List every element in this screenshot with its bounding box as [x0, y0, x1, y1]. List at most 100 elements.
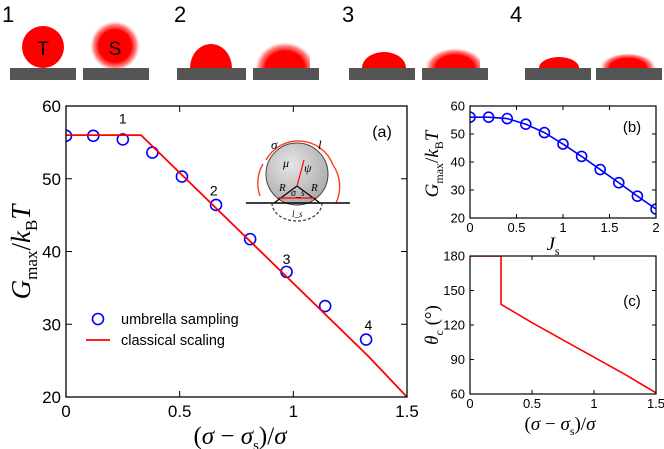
- tick-labels: 0 0.5 1 1.5 20 30 40 50 60 1 2 3 4: [42, 97, 419, 421]
- snapshot-3: 3: [342, 2, 488, 80]
- svg-text:(σ − σs)/σ: (σ − σs)/σ: [525, 414, 597, 438]
- data-point: [575, 150, 588, 163]
- panel-label: (a): [372, 124, 392, 141]
- inset-radius-right: [296, 185, 321, 204]
- point-annotation: 3: [283, 251, 291, 267]
- data-point: [557, 138, 569, 150]
- inset-outer-arc: [265, 140, 334, 166]
- x-tick-label: 1: [590, 396, 597, 411]
- substrate: [10, 68, 76, 80]
- plot-area: [470, 111, 656, 215]
- snapshot-label: 4: [510, 2, 522, 27]
- y-tick-label: 150: [443, 283, 465, 298]
- inset-schematic: σ l μ ψ R R σ_s l_s: [246, 137, 350, 222]
- data-point: [538, 126, 551, 139]
- droplet-blurred: [600, 53, 656, 68]
- axes-frame: [469, 255, 657, 395]
- legend-label-classical: classical scaling: [121, 333, 225, 349]
- inset-symbol-l: l: [318, 137, 322, 152]
- x-tick-label: 1.5: [600, 220, 618, 235]
- x-tick-label: 1: [289, 402, 298, 421]
- y-tick-label: 60: [451, 99, 465, 114]
- svg-text:(σ − σs)/σ: (σ − σs)/σ: [193, 423, 288, 449]
- y-axis-label: Gmax/kBT: [6, 203, 41, 300]
- y-tick-label: 50: [42, 170, 61, 189]
- substrate: [525, 68, 591, 80]
- inset-symbol-r-right: R: [310, 182, 318, 194]
- tick-labels: 0 0.5 1 1.5 2 20 30 40 50 60: [451, 99, 660, 235]
- x-tick-label: 0.5: [523, 396, 541, 411]
- inset-symbol-r-left: R: [278, 182, 286, 194]
- series-line-b: [470, 116, 656, 210]
- substrate: [596, 68, 662, 80]
- x-tick-label: 1.5: [647, 396, 664, 411]
- inset-symbol-l-s: l_s: [292, 209, 303, 219]
- x-tick-label: 1: [559, 220, 566, 235]
- data-point: [318, 299, 332, 313]
- x-tick-label: 0: [466, 396, 473, 411]
- data-point: [594, 163, 607, 176]
- data-point: [631, 190, 644, 202]
- y-tick-label: 40: [42, 243, 61, 262]
- y-tick-label: 60: [451, 387, 465, 402]
- droplet-sharp: [22, 26, 64, 68]
- x-axis-label: Js: [546, 234, 559, 258]
- point-annotation: 1: [119, 110, 127, 126]
- data-point: [243, 232, 257, 246]
- y-tick-label: 40: [451, 155, 465, 170]
- x-tick-label: 0.5: [507, 220, 525, 235]
- data-point: [470, 111, 476, 123]
- inset-sphere: [265, 142, 329, 206]
- y-axis-label: Gmax/kBT: [422, 129, 446, 197]
- legend: umbrella sampling classical scaling: [86, 312, 239, 349]
- x-tick-label: 0: [466, 220, 473, 235]
- x-tick-label: 0: [61, 402, 70, 421]
- snapshot-label: 2: [174, 2, 186, 27]
- y-tick-label: 20: [451, 211, 465, 226]
- inset-symbol-sigma-s: σ_s: [291, 188, 305, 199]
- tick-marks: [65, 105, 408, 398]
- axes-frame: [469, 105, 657, 219]
- inset-symbol-psi: ψ: [304, 161, 312, 175]
- data-point: [612, 176, 625, 189]
- series-line-classical-scaling: [66, 134, 407, 397]
- data-point: [519, 118, 532, 130]
- data-point: [650, 203, 656, 215]
- plot-area: [470, 256, 656, 394]
- data-point: [501, 112, 514, 125]
- series-line-c: [470, 256, 656, 394]
- svg-text:θc (°): θc (°): [422, 305, 446, 345]
- svg-text:Gmax/kBT: Gmax/kBT: [422, 129, 446, 197]
- legend-label-umbrella: umbrella sampling: [121, 312, 239, 328]
- panel-label: (b): [623, 119, 641, 136]
- tick-marks: [469, 255, 657, 395]
- snapshot-2: 2: [174, 2, 319, 80]
- droplet-letter-t: T: [37, 39, 49, 60]
- panel-b: 0 0.5 1 1.5 2 20 30 40 50 60 (b) Gmax/kBT Js: [422, 99, 660, 258]
- inset-symbol-sigma: σ: [271, 137, 278, 152]
- y-tick-label: 90: [451, 352, 465, 367]
- data-point: [209, 198, 223, 212]
- point-annotation: 2: [210, 182, 218, 198]
- data-point: [482, 111, 495, 123]
- x-tick-label: 1.5: [395, 402, 419, 421]
- y-tick-label: 20: [42, 388, 61, 407]
- inset-symbol-mu: μ: [282, 156, 289, 170]
- svg-text:Js: Js: [546, 234, 559, 258]
- droplet-blurred: [255, 42, 310, 68]
- y-tick-label: 30: [451, 183, 465, 198]
- substrate: [253, 68, 319, 80]
- plot-area: [66, 129, 407, 397]
- x-tick-label: 0.5: [168, 402, 192, 421]
- panel-c: 0 0.5 1 1.5 60 90 120 150 180 (c) θc (°) (σ − σs…: [422, 249, 664, 438]
- x-axis-label: (σ − σs)/σ: [525, 414, 597, 438]
- inset-psi-line: [296, 159, 305, 187]
- panel-a: 0 0.5 1 1.5 20 30 40 50 60 1 2 3 4 (a) Gmax/kBT (σ −…: [6, 97, 419, 449]
- droplet-blurred: [425, 48, 480, 68]
- inset-outer-arc: [332, 164, 341, 204]
- data-point: [175, 170, 189, 183]
- x-tick-label: 2: [652, 220, 659, 235]
- snapshot-label: 1: [2, 2, 14, 27]
- y-tick-label: 50: [451, 127, 465, 142]
